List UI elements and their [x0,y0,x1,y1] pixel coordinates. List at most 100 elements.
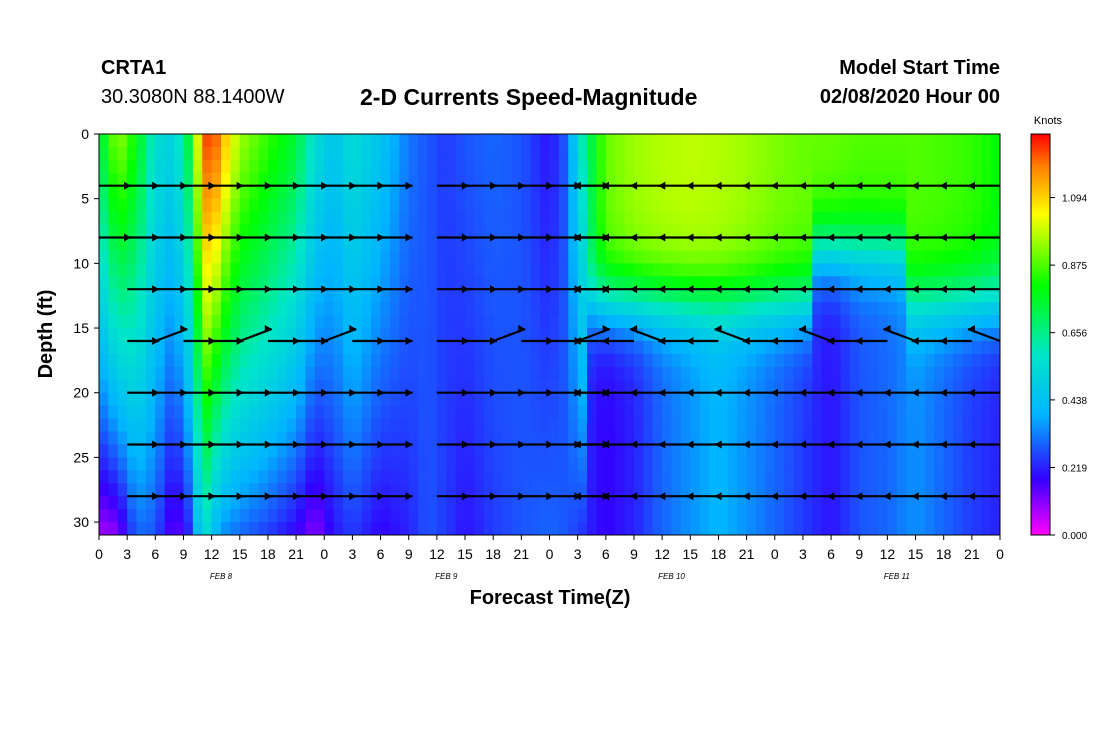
heat-cell [540,146,551,161]
heat-cell [267,379,278,394]
heat-cell [249,315,260,329]
x-tick-label: 0 [771,546,779,562]
heat-cell [962,496,973,510]
heat-cell [709,366,720,381]
x-tick-label: 0 [546,546,554,562]
heat-cell [249,483,260,497]
heat-cell [221,405,231,420]
heat-cell [493,134,504,148]
heat-cell [690,276,701,290]
heat-cell [418,366,429,381]
heat-cell [568,366,579,381]
heat-cell [155,457,166,471]
heat-cell [671,509,682,523]
heat-cell [831,340,842,355]
heat-cell [371,457,382,471]
vector-arrowhead [939,388,947,397]
heat-cell [784,224,795,239]
heat-cell [924,302,935,316]
heat-cell [624,496,635,510]
heat-cell [577,366,588,381]
heat-cell [474,496,485,510]
heat-cell [324,392,335,407]
heat-cell [361,483,372,497]
heat-cell [174,159,185,174]
heat-cell [784,146,795,161]
heat-cell [399,172,410,187]
heat-cell [765,392,776,407]
vector-arrowhead [742,181,750,190]
heat-cell [953,366,964,381]
heat-cell [755,340,766,355]
heat-cell [549,224,560,239]
heat-cell [277,444,288,458]
heat-cell [624,159,635,174]
heat-cell [455,224,466,239]
heat-cell [427,276,438,290]
heat-cell [465,315,476,329]
heat-cell [953,444,964,458]
heat-cell [821,276,832,290]
heat-cell [774,509,785,523]
heat-cell [727,185,738,200]
heat-cell [108,237,119,252]
heat-cell [465,263,476,277]
heat-cell [765,379,776,394]
heat-cell [990,211,1000,226]
heat-cell [408,379,419,394]
heat-cell [746,431,757,446]
heat-cell [784,172,795,187]
heat-cell [511,392,522,407]
heat-cell [418,418,429,433]
heat-cell [990,237,1000,252]
heat-cell [352,353,363,368]
heat-cell [971,405,982,420]
heat-cell [868,379,879,394]
heat-cell [577,289,588,303]
heat-cell [399,224,410,239]
heat-cell [521,353,532,368]
heat-cell [915,146,926,161]
heat-cell [324,224,335,239]
heat-cell [906,353,917,368]
heat-cell [709,509,720,523]
heat-cell [990,289,1000,303]
heat-cell [221,379,231,394]
heat-cell [521,457,532,471]
heat-cell [174,134,185,148]
heat-cell [230,457,241,471]
heat-cell [821,509,832,523]
heat-cell [211,392,222,407]
heat-cell [117,353,128,368]
heat-cell [568,198,579,213]
heat-cell [174,185,185,200]
heat-cell [587,146,598,161]
heat-cell [155,444,166,458]
heat-cell [690,185,701,200]
heat-cell [774,522,785,535]
heat-cell [267,302,278,316]
heat-cell [483,198,494,213]
heat-cell [277,392,288,407]
heat-cell [746,405,757,420]
heat-cell [896,276,907,290]
heat-cell [117,418,128,433]
heat-cell [389,457,400,471]
heat-cell [343,470,354,484]
heat-cell [840,431,851,446]
vector-arrowhead [770,388,778,397]
heat-cell [840,392,851,407]
heat-cell [615,340,626,355]
heat-cell [239,315,250,329]
heat-cell [662,315,673,329]
heat-cell [136,340,147,355]
heat-cell [840,522,851,535]
heat-cell [267,328,278,342]
heat-cell [568,224,579,239]
heat-cell [192,134,203,148]
heat-cell [530,366,541,381]
heat-cell [981,509,992,523]
heat-cell [558,289,569,303]
heat-cell [145,483,156,497]
heat-cell [746,392,757,407]
